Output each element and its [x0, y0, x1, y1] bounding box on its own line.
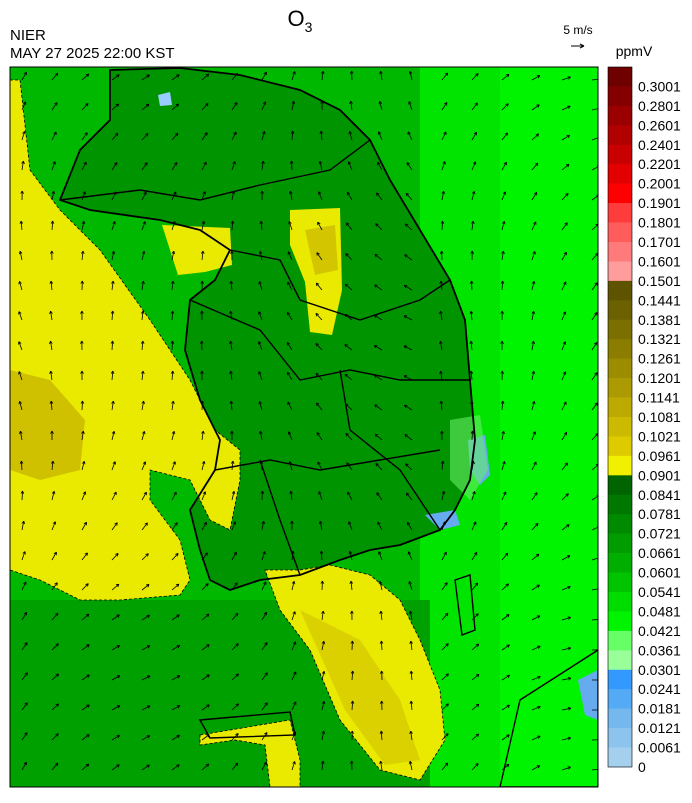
colorbar-label: 0.1321 — [638, 331, 681, 347]
colorbar-swatch — [608, 359, 632, 379]
colorbar-label: 0.0481 — [638, 603, 681, 619]
wind-arrow-head — [409, 101, 410, 104]
colorbar-label: 0.1081 — [638, 409, 681, 425]
colorbar-swatch — [608, 242, 632, 262]
colorbar-swatch — [608, 378, 632, 398]
colorbar-label: 0.0721 — [638, 526, 681, 542]
colorbar-label: 0.0661 — [638, 545, 681, 561]
colorbar-label: 0.1441 — [638, 292, 681, 308]
colorbar-swatch — [608, 495, 632, 515]
wind-arrow-head — [289, 221, 290, 224]
wind-scale: 5 m/s — [563, 23, 592, 37]
title-subscript: 3 — [305, 19, 313, 35]
colorbar-label: 0.2801 — [638, 98, 681, 114]
colorbar-label: 0.2201 — [638, 156, 681, 172]
colorbar-swatch — [608, 475, 632, 495]
colorbar-label: 0.0901 — [638, 467, 681, 483]
wind-arrow-head — [568, 77, 571, 78]
wind-arrow-head — [476, 704, 479, 705]
colorbar-label: 0.0121 — [638, 720, 681, 736]
unit: ppmV — [616, 43, 653, 59]
colorbar-label: 0 — [638, 759, 646, 775]
colorbar-swatch — [608, 86, 632, 106]
colorbar-label: 0.2601 — [638, 117, 681, 133]
title-base: O — [288, 6, 305, 31]
colorbar-swatch — [608, 67, 632, 87]
wind-arrow-head — [406, 493, 407, 496]
colorbar-swatch — [608, 281, 632, 301]
colorbar-swatch — [608, 611, 632, 631]
source: NIER — [10, 27, 46, 44]
colorbar-swatch — [608, 320, 632, 340]
colorbar-label: 0.1501 — [638, 273, 681, 289]
colorbar-swatch — [608, 456, 632, 476]
colorbar-swatch — [608, 748, 632, 768]
wind-arrow-head — [146, 584, 149, 585]
colorbar-label: 0.1901 — [638, 195, 681, 211]
colorbar-swatch — [608, 164, 632, 184]
colorbar-swatch — [608, 261, 632, 281]
colorbar-swatch — [608, 553, 632, 573]
colorbar-swatch — [608, 203, 632, 223]
wind-arrow-head — [476, 674, 479, 675]
colorbar-label: 0.0061 — [638, 740, 681, 756]
colorbar-label: 0.1261 — [638, 351, 681, 367]
colorbar-swatch — [608, 709, 632, 729]
colorbar-swatch — [608, 339, 632, 359]
colorbar-label: 0.1141 — [638, 390, 680, 406]
colorbar-label: 0.0421 — [638, 623, 681, 639]
wind-arrow-head — [19, 371, 20, 374]
colorbar-swatch — [608, 145, 632, 165]
colorbar-label: 0.0301 — [638, 662, 681, 678]
wind-arrow-head — [568, 767, 571, 768]
colorbar-swatch — [608, 223, 632, 243]
colorbar-label: 0.0781 — [638, 506, 681, 522]
colorbar-label: 0.0961 — [638, 448, 681, 464]
map — [10, 67, 601, 787]
colorbar-swatch — [608, 300, 632, 320]
colorbar-label: 0.0361 — [638, 642, 681, 658]
colorbar-swatch — [608, 631, 632, 651]
colorbar-label: 0.0181 — [638, 701, 681, 717]
colorbar-swatch — [608, 106, 632, 126]
datetime: MAY 27 2025 22:00 KST — [10, 45, 175, 62]
wind-arrow-head — [506, 74, 509, 75]
colorbar-label: 0.1381 — [638, 312, 681, 328]
wind-arrow-head — [506, 764, 509, 765]
colorbar-swatch — [608, 125, 632, 145]
colorbar-label: 0.2001 — [638, 176, 681, 192]
colorbar-label: 0.0841 — [638, 487, 681, 503]
colorbar-swatch — [608, 398, 632, 418]
wind-arrow-head — [316, 403, 317, 406]
colorbar-label: 0.1021 — [638, 428, 681, 444]
wind-arrow-head — [566, 164, 569, 165]
colorbar-swatch — [608, 650, 632, 670]
colorbar-swatch — [608, 514, 632, 534]
colorbar-swatch — [608, 436, 632, 456]
colorbar-label: 0.0541 — [638, 584, 681, 600]
colorbar-label: 0.2401 — [638, 137, 681, 153]
colorbar-label: 0.1701 — [638, 234, 681, 250]
colorbar-label: 0.0601 — [638, 565, 681, 581]
colorbar-swatch — [608, 592, 632, 612]
colorbar-swatch — [608, 184, 632, 204]
colorbar-swatch — [608, 670, 632, 690]
colorbar-label: 0.0241 — [638, 681, 681, 697]
colorbar-label: 0.3001 — [638, 78, 681, 94]
colorbar-swatch — [608, 573, 632, 593]
colorbar-label: 0.1601 — [638, 253, 681, 269]
colorbar-label: 0.1801 — [638, 215, 681, 231]
colorbar-swatch — [608, 689, 632, 709]
colorbar-label: 0.1201 — [638, 370, 681, 386]
colorbar-swatch — [608, 534, 632, 554]
wind-arrow-head — [316, 283, 317, 286]
colorbar-swatch — [608, 417, 632, 437]
colorbar-swatch — [608, 728, 632, 748]
